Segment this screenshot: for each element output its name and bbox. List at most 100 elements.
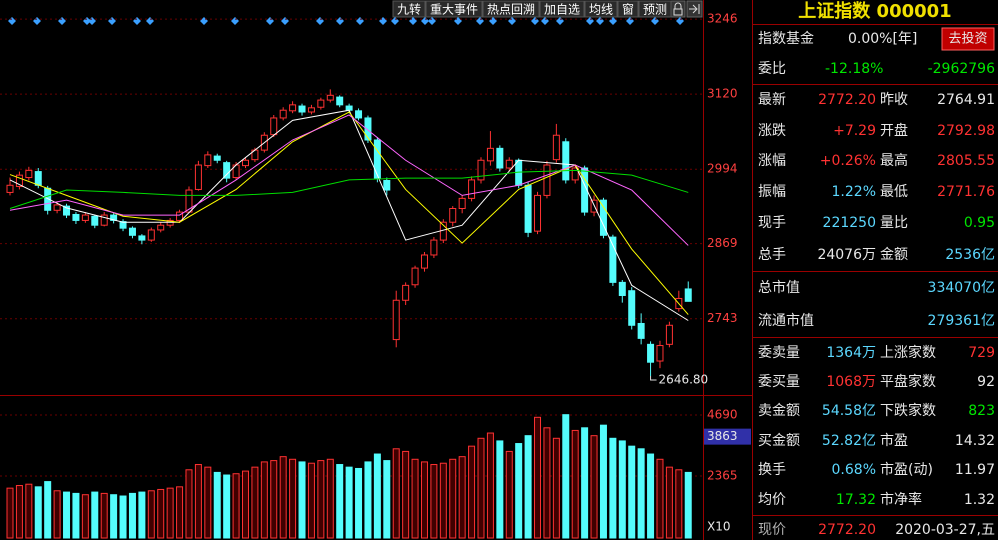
- candle-body: [420, 254, 428, 269]
- panel-text: 1.22%: [832, 184, 876, 200]
- panel-text: 卖金额: [758, 403, 800, 419]
- candle-body: [223, 162, 231, 179]
- candle-body: [289, 104, 297, 112]
- panel-text: -12.18%: [825, 61, 883, 77]
- candle-body: [213, 155, 221, 161]
- candle-body: [524, 184, 532, 233]
- panel-text: 0.95: [964, 215, 995, 231]
- panel-title: 上证指数 000001: [798, 0, 951, 22]
- volume-bar: [298, 461, 306, 539]
- volume-unit: X10: [707, 520, 731, 534]
- panel-text: 涨幅: [758, 153, 786, 169]
- toolbar-button[interactable]: [584, 0, 618, 18]
- volume-bar: [665, 466, 673, 539]
- volume-bar: [138, 491, 146, 539]
- toolbar-label[interactable]: 加自选: [544, 3, 580, 17]
- panel-text: 最新: [758, 92, 786, 108]
- panel-text: 均价: [758, 492, 786, 508]
- toolbar-label[interactable]: 均线: [589, 3, 613, 17]
- volume-bar: [524, 435, 532, 539]
- toolbar-button[interactable]: [617, 0, 639, 18]
- volume-bar: [279, 456, 287, 539]
- volume-bar: [420, 461, 428, 539]
- volume-bar: [684, 471, 692, 539]
- panel-text: 振幅: [758, 184, 786, 200]
- volume-bar: [345, 466, 353, 539]
- ma-line: [9, 169, 689, 209]
- candle-body: [53, 204, 61, 211]
- candle-body: [6, 184, 14, 193]
- volume-bar: [91, 491, 99, 539]
- volume-bar: [251, 466, 259, 539]
- candle-body: [468, 179, 476, 199]
- y-tick-label: 2994: [707, 162, 738, 176]
- exit-glyph: [689, 4, 700, 14]
- toolbar-button[interactable]: [482, 0, 540, 18]
- panel-text: 买金额: [758, 433, 800, 449]
- panel-text: 2805.55: [937, 153, 995, 169]
- candle-body: [336, 96, 344, 106]
- y-tick-label: 2869: [707, 236, 738, 250]
- toolbar-label[interactable]: 窗: [622, 3, 634, 17]
- candle-body: [411, 267, 419, 286]
- volume-bar: [72, 492, 80, 539]
- ma-line: [9, 114, 689, 246]
- volume-bar: [63, 491, 71, 539]
- panel-text: 54.58亿: [822, 403, 876, 419]
- panel-text: 17.32: [836, 492, 876, 508]
- candle-body: [34, 171, 42, 186]
- candle-body: [383, 180, 391, 191]
- toolbar-button[interactable]: [392, 0, 426, 18]
- volume-bar: [6, 487, 14, 539]
- panel-text: 11.97: [955, 462, 995, 478]
- candle-body: [176, 211, 184, 221]
- candle-body: [449, 208, 457, 223]
- toolbar-label[interactable]: 预测: [643, 3, 667, 17]
- candle-body: [684, 288, 692, 302]
- toolbar-label[interactable]: 重大事件: [430, 3, 478, 17]
- volume-bar: [477, 437, 485, 539]
- toolbar-button[interactable]: [539, 0, 585, 18]
- candle-body: [100, 214, 108, 226]
- toolbar-label[interactable]: 九转: [397, 2, 421, 17]
- panel-text: -2962796: [928, 61, 995, 77]
- candle-body: [81, 214, 89, 221]
- candle-body: [63, 205, 71, 216]
- volume-bar: [458, 456, 466, 539]
- panel-text: 0.00%[年]: [848, 31, 917, 47]
- panel-text: 2772.20: [818, 92, 876, 108]
- candle-body: [119, 221, 127, 229]
- volume-bar: [185, 469, 193, 539]
- volume-bar: [468, 445, 476, 539]
- volume-bar: [534, 416, 542, 539]
- candle-body: [72, 213, 80, 221]
- lock-glyph: [673, 2, 683, 16]
- panel-text: 1.32: [964, 492, 995, 508]
- volume-bar: [411, 458, 419, 539]
- candle-body: [110, 214, 118, 221]
- invest-button[interactable]: [941, 27, 995, 51]
- panel-text: +0.26%: [820, 153, 876, 169]
- toolbar-button[interactable]: [425, 0, 483, 18]
- panel-text: 涨跌: [758, 123, 786, 139]
- volume-bar: [364, 461, 372, 539]
- volume-bar: [317, 460, 325, 539]
- candle-body: [270, 117, 278, 136]
- volume-bar: [571, 429, 579, 539]
- candle-body: [204, 154, 212, 167]
- volume-bar: [552, 437, 560, 539]
- volume-marker-box: [704, 428, 751, 445]
- toolbar-label[interactable]: 热点回溯: [487, 2, 535, 17]
- volume-bar: [307, 462, 315, 539]
- volume-bar: [430, 464, 438, 539]
- panel-text: 最高: [880, 152, 908, 169]
- invest-button-label[interactable]: 去投资: [948, 31, 987, 47]
- volume-bar: [355, 467, 363, 539]
- candle-body: [618, 281, 626, 296]
- panel-text: 1364万: [826, 345, 876, 361]
- volume-marker-label: 3863: [707, 429, 738, 443]
- candle-body: [345, 105, 353, 111]
- panel-text: 2771.76: [937, 184, 995, 200]
- panel-text: 指数基金: [758, 30, 814, 47]
- candle-body: [15, 174, 23, 187]
